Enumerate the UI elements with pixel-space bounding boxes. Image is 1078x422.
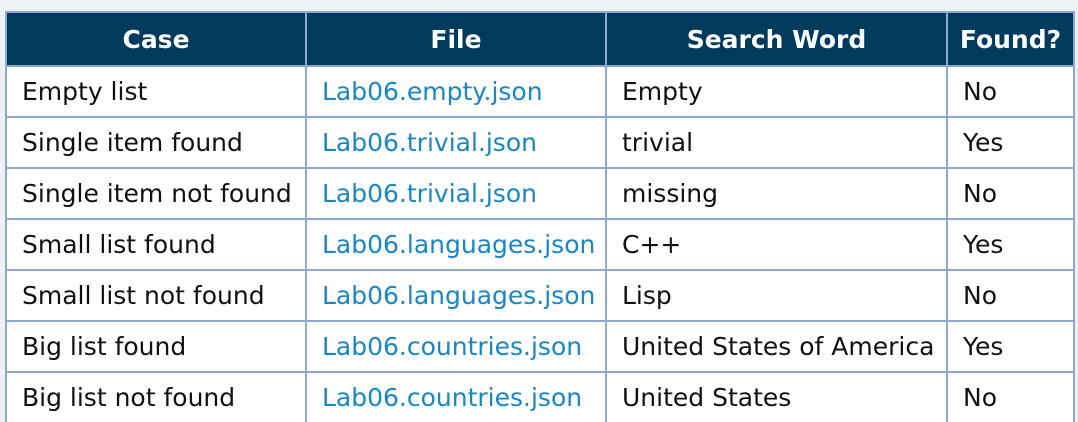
case-cell: Big list not found: [5, 371, 307, 422]
search-word-cell: Empty: [605, 65, 948, 118]
table-row: Single item found Lab06.trivial.json tri…: [5, 116, 1075, 169]
header-row: Case File Search Word Found?: [5, 11, 1075, 67]
found-cell: Yes: [946, 320, 1075, 373]
search-word-cell: United States: [605, 371, 948, 422]
table-row: Small list not found Lab06.languages.jso…: [5, 269, 1075, 322]
header-search-word: Search Word: [605, 11, 948, 67]
file-link[interactable]: Lab06.empty.json: [305, 65, 607, 118]
header-found: Found?: [946, 11, 1075, 67]
file-link[interactable]: Lab06.trivial.json: [305, 116, 607, 169]
found-cell: Yes: [946, 218, 1075, 271]
found-cell: No: [946, 65, 1075, 118]
file-link[interactable]: Lab06.languages.json: [305, 218, 607, 271]
found-cell: No: [946, 371, 1075, 422]
case-cell: Small list not found: [5, 269, 307, 322]
search-word-cell: Lisp: [605, 269, 948, 322]
search-word-cell: United States of America: [605, 320, 948, 373]
test-cases-table: Case File Search Word Found? Empty list …: [5, 11, 1075, 422]
file-link[interactable]: Lab06.countries.json: [305, 371, 607, 422]
case-cell: Single item found: [5, 116, 307, 169]
header-case: Case: [5, 11, 307, 67]
table-row: Empty list Lab06.empty.json Empty No: [5, 65, 1075, 118]
found-cell: No: [946, 269, 1075, 322]
search-word-cell: trivial: [605, 116, 948, 169]
found-cell: Yes: [946, 116, 1075, 169]
table-row: Small list found Lab06.languages.json C+…: [5, 218, 1075, 271]
case-cell: Single item not found: [5, 167, 307, 220]
file-link[interactable]: Lab06.trivial.json: [305, 167, 607, 220]
header-file: File: [305, 11, 607, 67]
table-row: Big list found Lab06.countries.json Unit…: [5, 320, 1075, 373]
case-cell: Empty list: [5, 65, 307, 118]
case-cell: Big list found: [5, 320, 307, 373]
file-link[interactable]: Lab06.countries.json: [305, 320, 607, 373]
found-cell: No: [946, 167, 1075, 220]
table-row: Single item not found Lab06.trivial.json…: [5, 167, 1075, 220]
file-link[interactable]: Lab06.languages.json: [305, 269, 607, 322]
search-word-cell: C++: [605, 218, 948, 271]
case-cell: Small list found: [5, 218, 307, 271]
table-row: Big list not found Lab06.countries.json …: [5, 371, 1075, 422]
search-word-cell: missing: [605, 167, 948, 220]
